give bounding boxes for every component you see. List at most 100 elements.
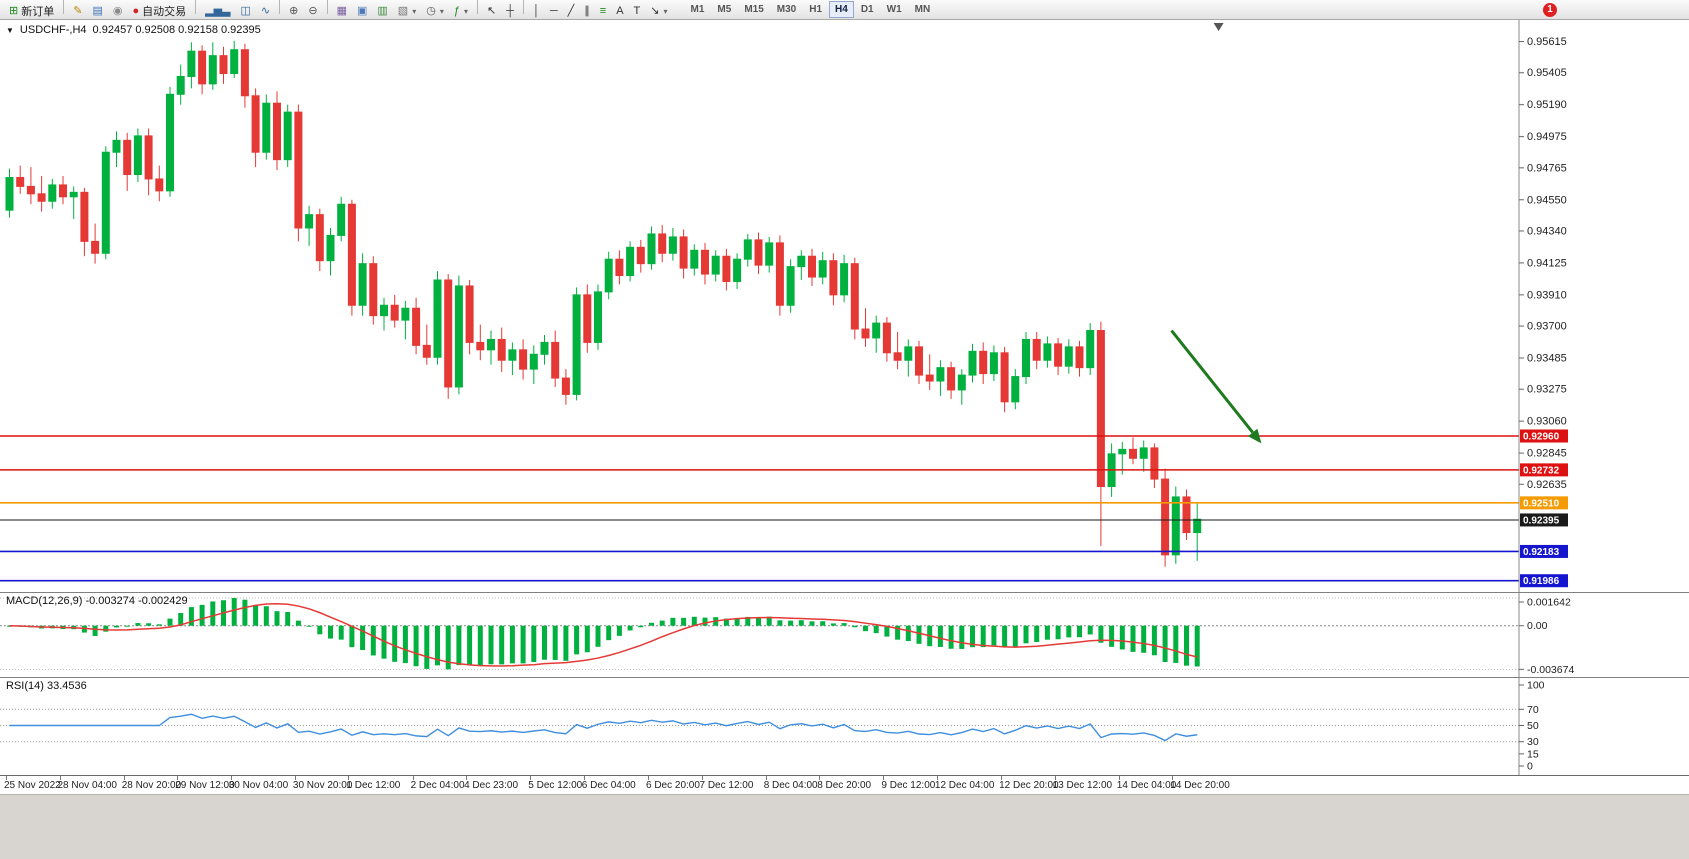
metaeditor-icon: ✎ — [73, 4, 83, 17]
new-chart-button[interactable]: ▧ ▾ — [394, 3, 420, 20]
indicators-button[interactable]: ƒ ▾ — [450, 3, 472, 20]
time-axis-label: 7 Dec 12:00 — [699, 780, 754, 791]
timeframe-m30-button[interactable]: M30 — [771, 1, 802, 18]
time-axis-tick — [648, 776, 649, 780]
time-axis-label: 29 Nov 12:00 — [175, 780, 235, 791]
price-axis-label: 0.94765 — [1527, 162, 1567, 174]
macd-canvas[interactable]: 0.001642 0.00 -0.003674 — [0, 593, 1689, 677]
crosshair-icon: ┼ — [506, 4, 514, 17]
candle — [765, 236, 774, 273]
time-axis-tick — [883, 776, 885, 780]
time-axis-label: 12 Dec 20:00 — [999, 780, 1059, 791]
candle — [422, 324, 431, 365]
time-axis-label: 1 Dec 12:00 — [346, 780, 401, 791]
candle — [240, 43, 249, 108]
tile-windows-button[interactable]: ▦ — [333, 3, 351, 20]
candle — [615, 250, 624, 285]
macd-histogram-bar — [1034, 625, 1040, 643]
trend-arrow-annotation[interactable] — [1170, 329, 1262, 444]
candle — [540, 334, 549, 365]
candle — [604, 251, 613, 300]
candle — [412, 297, 421, 355]
chart-shift-marker[interactable] — [1213, 23, 1224, 31]
candle — [155, 165, 164, 202]
macd-histogram-bar — [1087, 625, 1093, 635]
zoom-out-button[interactable]: ⊖ — [304, 3, 321, 20]
trendline-button[interactable]: ╱ — [564, 3, 579, 20]
macd-histogram-bar — [1141, 625, 1147, 653]
arrange-windows-button[interactable]: ▥ — [373, 3, 391, 20]
time-axis[interactable]: 25 Nov 2022 28 Nov 04:00 28 Nov 20:00 29 No… — [0, 776, 1689, 794]
macd-histogram-bar — [231, 598, 237, 626]
macd-histogram-bar — [723, 618, 729, 626]
candle — [893, 332, 902, 370]
cascade-windows-button[interactable]: ▣ — [353, 3, 371, 20]
macd-histogram-bar — [970, 625, 975, 648]
new-order-button[interactable]: ⊞ 新订单 — [5, 3, 58, 20]
timeframe-w1-button[interactable]: W1 — [881, 1, 908, 18]
navigator-button[interactable]: ◉ — [109, 3, 127, 20]
channel-button[interactable]: ∥ — [580, 3, 594, 20]
price-axis[interactable] — [1519, 20, 1689, 592]
zoom-in-button[interactable]: ⊕ — [285, 3, 302, 20]
price-tag — [1520, 463, 1568, 477]
macd-histogram-bar — [349, 625, 355, 648]
market-watch-button[interactable]: ▤ — [88, 3, 106, 20]
vertical-line-button[interactable]: │ — [529, 3, 544, 20]
text-button[interactable]: A — [612, 3, 627, 20]
label-button[interactable]: T — [630, 3, 645, 20]
candle — [733, 253, 742, 289]
rsi-line — [9, 713, 1198, 742]
price-axis-label: 0.95615 — [1527, 36, 1567, 48]
timeframe-m15-button[interactable]: M15 — [738, 1, 769, 18]
candle — [818, 251, 827, 285]
horizontal-line-button[interactable]: ─ — [546, 3, 562, 20]
candle — [508, 342, 517, 376]
horizontal-line-icon: ─ — [549, 4, 558, 17]
period-button[interactable]: ◷ ▾ — [422, 3, 448, 20]
timeframe-h1-button[interactable]: H1 — [803, 1, 828, 18]
price-tag — [1520, 496, 1568, 510]
dropdown-caret-icon: ▾ — [412, 6, 417, 16]
arrows-button[interactable]: ↘ ▾ — [646, 3, 671, 20]
fibonacci-button[interactable]: ≡ — [596, 3, 610, 20]
macd-histogram-bar — [1023, 625, 1029, 644]
price-axis-label: 0.95405 — [1527, 67, 1567, 79]
metaeditor-button[interactable]: ✎ — [69, 3, 86, 20]
macd-histogram-bar — [702, 617, 708, 626]
macd-histogram-bar — [884, 625, 890, 637]
macd-histogram-bar — [1173, 625, 1179, 663]
timeframe-m1-button[interactable]: M1 — [685, 1, 711, 18]
macd-histogram-bar — [852, 625, 858, 628]
cursor-button[interactable]: ↖ — [483, 3, 500, 20]
toolbar-separator — [195, 0, 197, 14]
period-icon: ◷ — [426, 4, 436, 17]
macd-histogram-bar — [392, 625, 398, 662]
timeframe-mn-button[interactable]: MN — [909, 1, 937, 18]
candle — [1129, 437, 1137, 465]
one-click-trading-toggle-icon[interactable]: ▼ — [6, 25, 14, 35]
macd-histogram-bar — [574, 625, 580, 655]
timeframe-h4-button[interactable]: H4 — [829, 1, 854, 18]
candle — [219, 46, 228, 84]
dropdown-caret-icon: ▾ — [439, 6, 444, 16]
price-axis-label: 0.93060 — [1527, 416, 1567, 428]
notifications-badge[interactable]: 1 — [1543, 3, 1557, 17]
zoom-in-icon: ⊕ — [289, 4, 299, 17]
candlestick-chart-button[interactable]: ◫ — [237, 3, 255, 20]
macd-histogram-bar — [1077, 625, 1082, 638]
candle — [358, 253, 367, 316]
macd-histogram-bar — [338, 625, 344, 640]
autotrading-button[interactable]: ● 自动交易 — [128, 3, 190, 20]
candle — [775, 235, 784, 316]
line-chart-button[interactable]: ∿ — [257, 3, 274, 20]
rsi-axis-label: 50 — [1527, 720, 1539, 732]
crosshair-button[interactable]: ┼ — [502, 3, 518, 20]
macd-signal-line — [9, 603, 1198, 667]
timeframe-d1-button[interactable]: D1 — [855, 1, 880, 18]
timeframe-m5-button[interactable]: M5 — [711, 1, 737, 18]
candle — [326, 228, 335, 276]
price-chart-canvas[interactable]: 0.92960 0.92732 0.92510 0.92395 0.92183 0.919… — [0, 20, 1689, 592]
bar-chart-button[interactable]: ▂▅▃ — [201, 3, 234, 20]
